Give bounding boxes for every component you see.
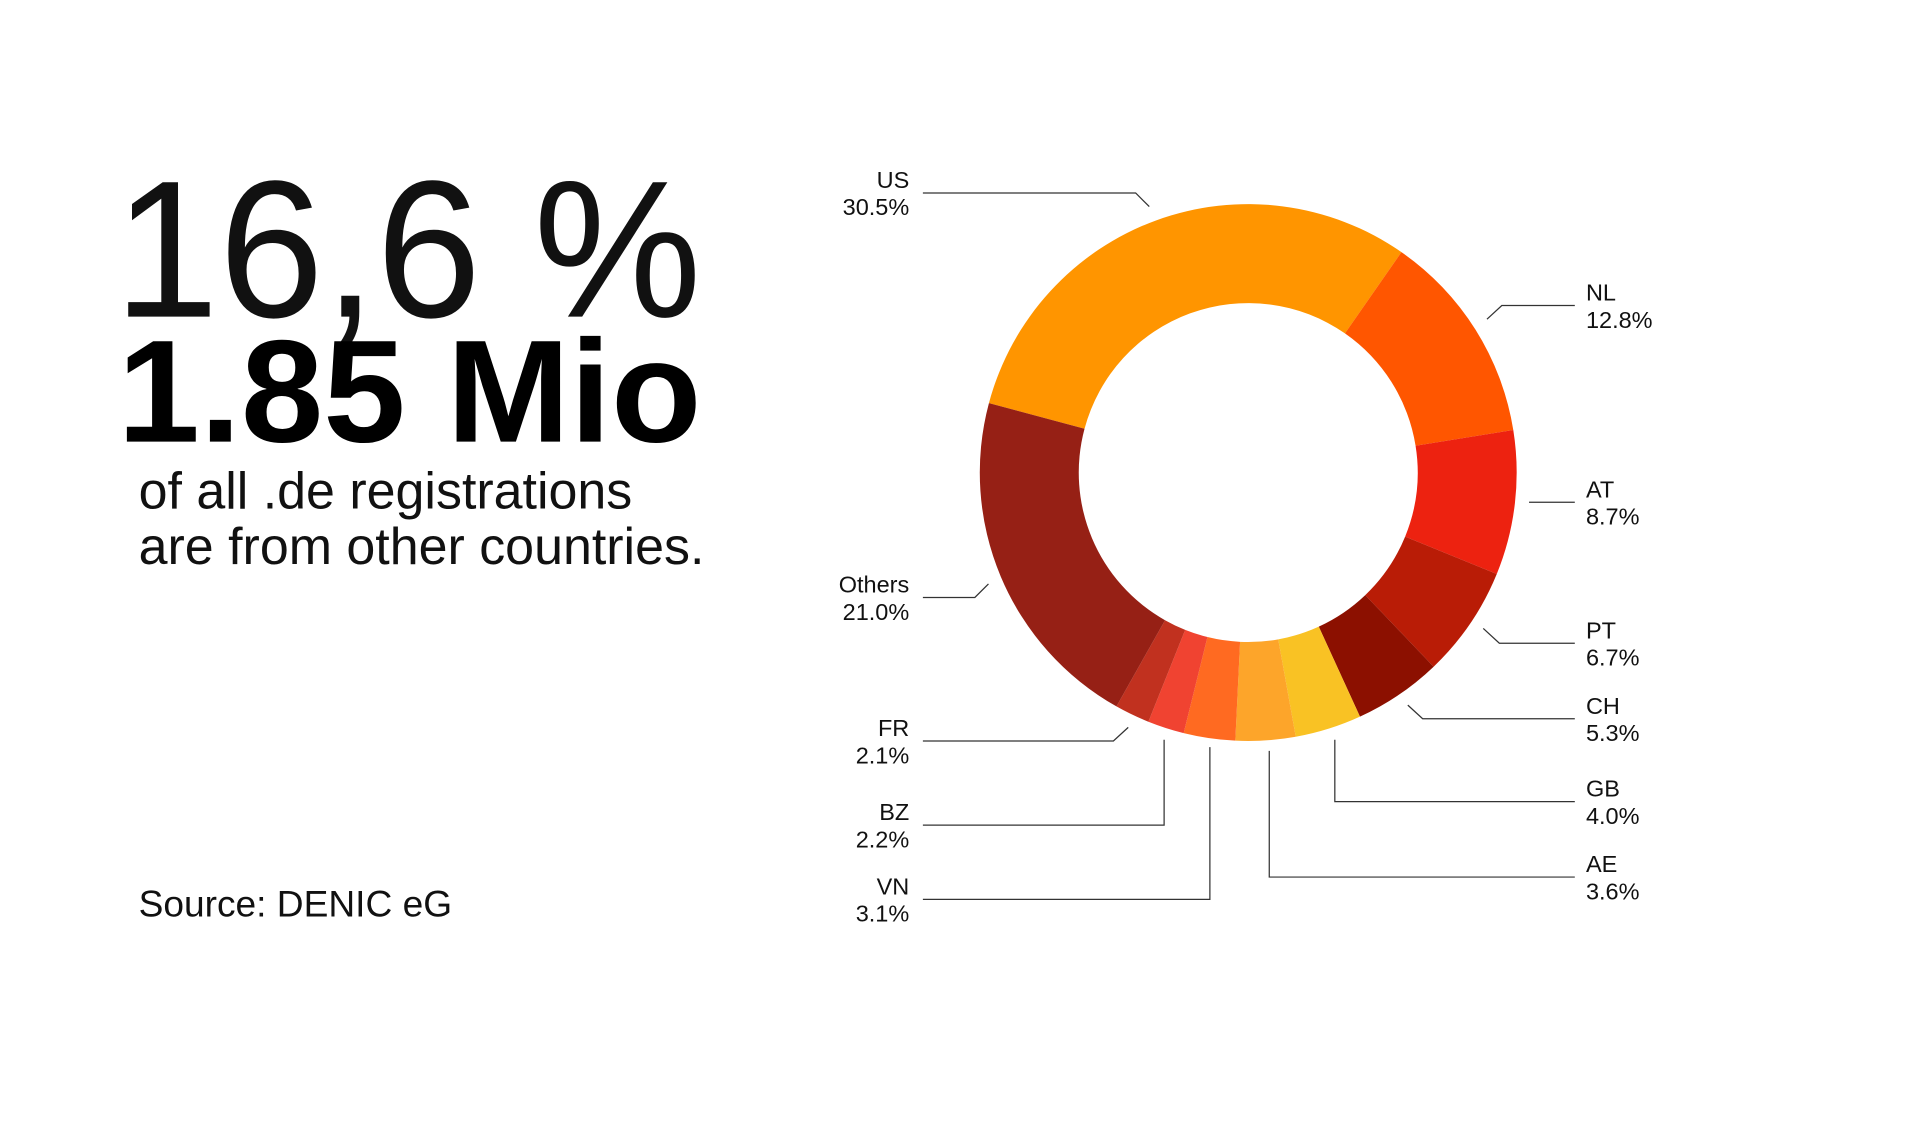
caption-line: are from other countries. [139,518,705,576]
donut-slice [1235,639,1296,741]
slice-value-label: 2.1% [856,742,910,768]
leader-line [922,739,1165,826]
subheadline: 1.85 Mio [118,310,702,473]
slice-label: PT [1586,617,1616,643]
slice-value-label: 30.5% [843,194,910,220]
leader-line [1407,704,1575,720]
slice-label: AT [1586,476,1614,502]
donut-slice [988,204,1402,429]
donut-slice [979,403,1166,707]
leader-line [922,726,1129,742]
caption-line: of all .de registrations [139,462,633,520]
leader-line [1268,750,1575,878]
slice-label: FR [878,715,909,741]
slice-value-label: 8.7% [1586,504,1640,530]
slice-label: US [877,167,910,193]
slice-label: CH [1586,693,1620,719]
headline: 16,6 % [114,141,702,359]
donut-slice [1116,620,1186,722]
slice-label: NL [1586,280,1616,306]
source: Source: DENIC eG [139,883,452,925]
leader-line [1482,627,1575,644]
slice-value-label: 2.2% [856,826,910,852]
leader-line [922,583,989,599]
slice-value-label: 3.6% [1586,878,1640,904]
slice-value-label: 3.1% [856,901,910,927]
donut-slice [1344,252,1514,446]
slice-label: Others [839,572,910,598]
donut-slice [1318,595,1434,717]
slice-value-label: 12.8% [1586,307,1653,333]
slice-label: VN [877,873,910,899]
donut-slice [1365,536,1497,667]
donut-slice [1278,626,1360,737]
leader-line [922,747,1211,900]
leader-line [1334,739,1575,803]
slice-label: GB [1586,776,1620,802]
slice-label: BZ [879,799,909,825]
donut-slice [1148,629,1208,734]
donut-slice [1183,637,1241,741]
slice-value-label: 6.7% [1586,645,1640,671]
slice-value-label: 21.0% [843,599,910,625]
donut-slice [1405,430,1517,574]
leader-line [922,192,1150,208]
slice-label: AE [1586,851,1617,877]
leader-line [1486,304,1575,320]
slice-value-label: 4.0% [1586,803,1640,829]
slice-value-label: 5.3% [1586,720,1640,746]
